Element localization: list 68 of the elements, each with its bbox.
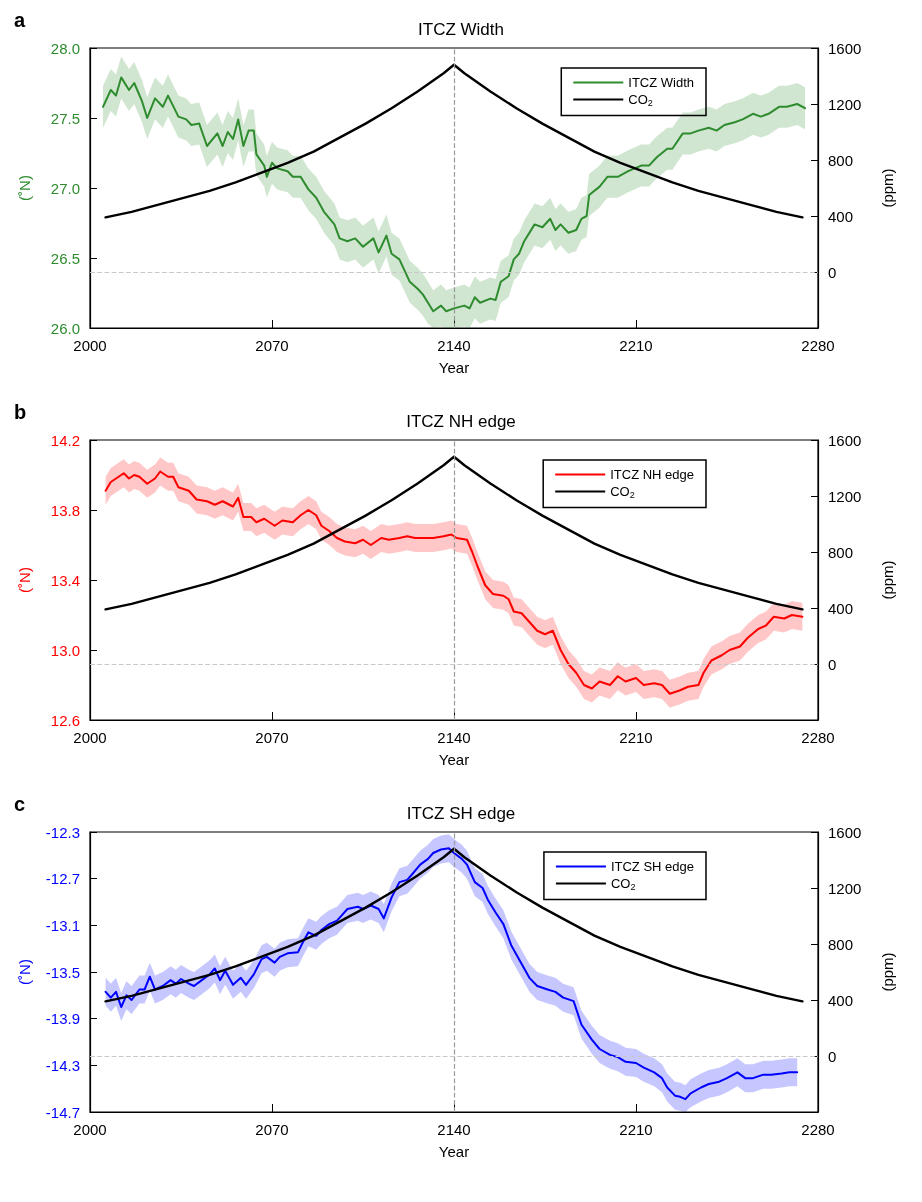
y-tick-label: 26.5 — [50, 249, 80, 267]
y-axis-title: (˚N) — [16, 175, 33, 201]
y-tick-label: -13.1 — [45, 916, 80, 934]
y-tick-label: -14.7 — [45, 1103, 80, 1121]
x-tick-label: 2140 — [437, 1121, 471, 1138]
y-axis-title: (˚N) — [16, 567, 33, 593]
x-tick-label: 2140 — [437, 337, 471, 354]
x-tick-label: 2280 — [801, 729, 835, 746]
x-tick-label: 2210 — [619, 337, 653, 354]
legend-label: ITCZ NH edge — [610, 467, 695, 482]
chart-title: ITCZ NH edge — [406, 412, 516, 431]
y-tick-label: 28.0 — [50, 39, 80, 57]
x-tick-label: 2070 — [255, 729, 289, 746]
y2-tick-label: 0 — [828, 1047, 837, 1065]
x-tick-label: 2140 — [437, 729, 471, 746]
y-axis-title: (˚N) — [16, 959, 33, 985]
y-tick-label: -13.9 — [45, 1010, 80, 1028]
x-axis-title: Year — [438, 1143, 470, 1160]
y2-tick-label: 0 — [828, 263, 837, 281]
y2-tick-label: 1200 — [828, 95, 862, 113]
y-tick-label: 13.0 — [50, 641, 80, 659]
line-series — [104, 847, 804, 1003]
x-axis-title: Year — [438, 359, 470, 376]
chart-title: ITCZ SH edge — [406, 804, 516, 823]
y-tick-label: 13.4 — [50, 571, 80, 589]
y-tick-label: 27.0 — [50, 179, 80, 197]
y-tick-label: 14.2 — [50, 431, 80, 449]
y-tick-label: -13.5 — [45, 963, 80, 981]
y-tick-label: 12.6 — [50, 711, 80, 729]
y2-tick-label: 800 — [828, 935, 854, 953]
x-tick-label: 2070 — [255, 1121, 289, 1138]
y-tick-label: 27.5 — [50, 109, 80, 127]
x-tick-label: 2210 — [619, 729, 653, 746]
y2-tick-label: 1600 — [828, 823, 862, 841]
y-tick-label: -12.3 — [45, 823, 80, 841]
y2-axis-title: (ppm) — [879, 952, 896, 992]
x-tick-label: 2210 — [619, 1121, 653, 1138]
y2-tick-label: 400 — [828, 207, 854, 225]
legend-label: ITCZ Width — [628, 75, 695, 90]
x-tick-label: 2000 — [73, 729, 107, 746]
line-series — [104, 455, 804, 611]
y2-tick-label: 400 — [828, 991, 854, 1009]
y2-tick-label: 1200 — [828, 879, 862, 897]
x-tick-label: 2280 — [801, 337, 835, 354]
legend-label: ITCZ SH edge — [610, 859, 695, 874]
y2-tick-label: 0 — [828, 655, 837, 673]
y-tick-label: 13.8 — [50, 501, 80, 519]
y2-tick-label: 400 — [828, 599, 854, 617]
text: c — [14, 793, 26, 815]
y2-tick-label: 800 — [828, 543, 854, 561]
x-tick-label: 2070 — [255, 337, 289, 354]
y-tick-label: -14.3 — [45, 1056, 80, 1074]
x-tick-label: 2280 — [801, 1121, 835, 1138]
x-tick-label: 2000 — [73, 1121, 107, 1138]
y2-tick-label: 800 — [828, 151, 854, 169]
y2-axis-title: (ppm) — [879, 168, 896, 208]
x-axis-title: Year — [438, 751, 470, 768]
y2-tick-label: 1600 — [828, 39, 862, 57]
x-tick-label: 2000 — [73, 337, 107, 354]
y-tick-label: 26.0 — [50, 319, 80, 337]
y2-tick-label: 1600 — [828, 431, 862, 449]
text: a — [14, 9, 26, 31]
line-series — [104, 63, 804, 219]
text: b — [14, 401, 27, 423]
y2-axis-title: (ppm) — [879, 560, 896, 600]
y2-tick-label: 1200 — [828, 487, 862, 505]
chart-title: ITCZ Width — [418, 20, 504, 39]
y-tick-label: -12.7 — [45, 870, 80, 888]
